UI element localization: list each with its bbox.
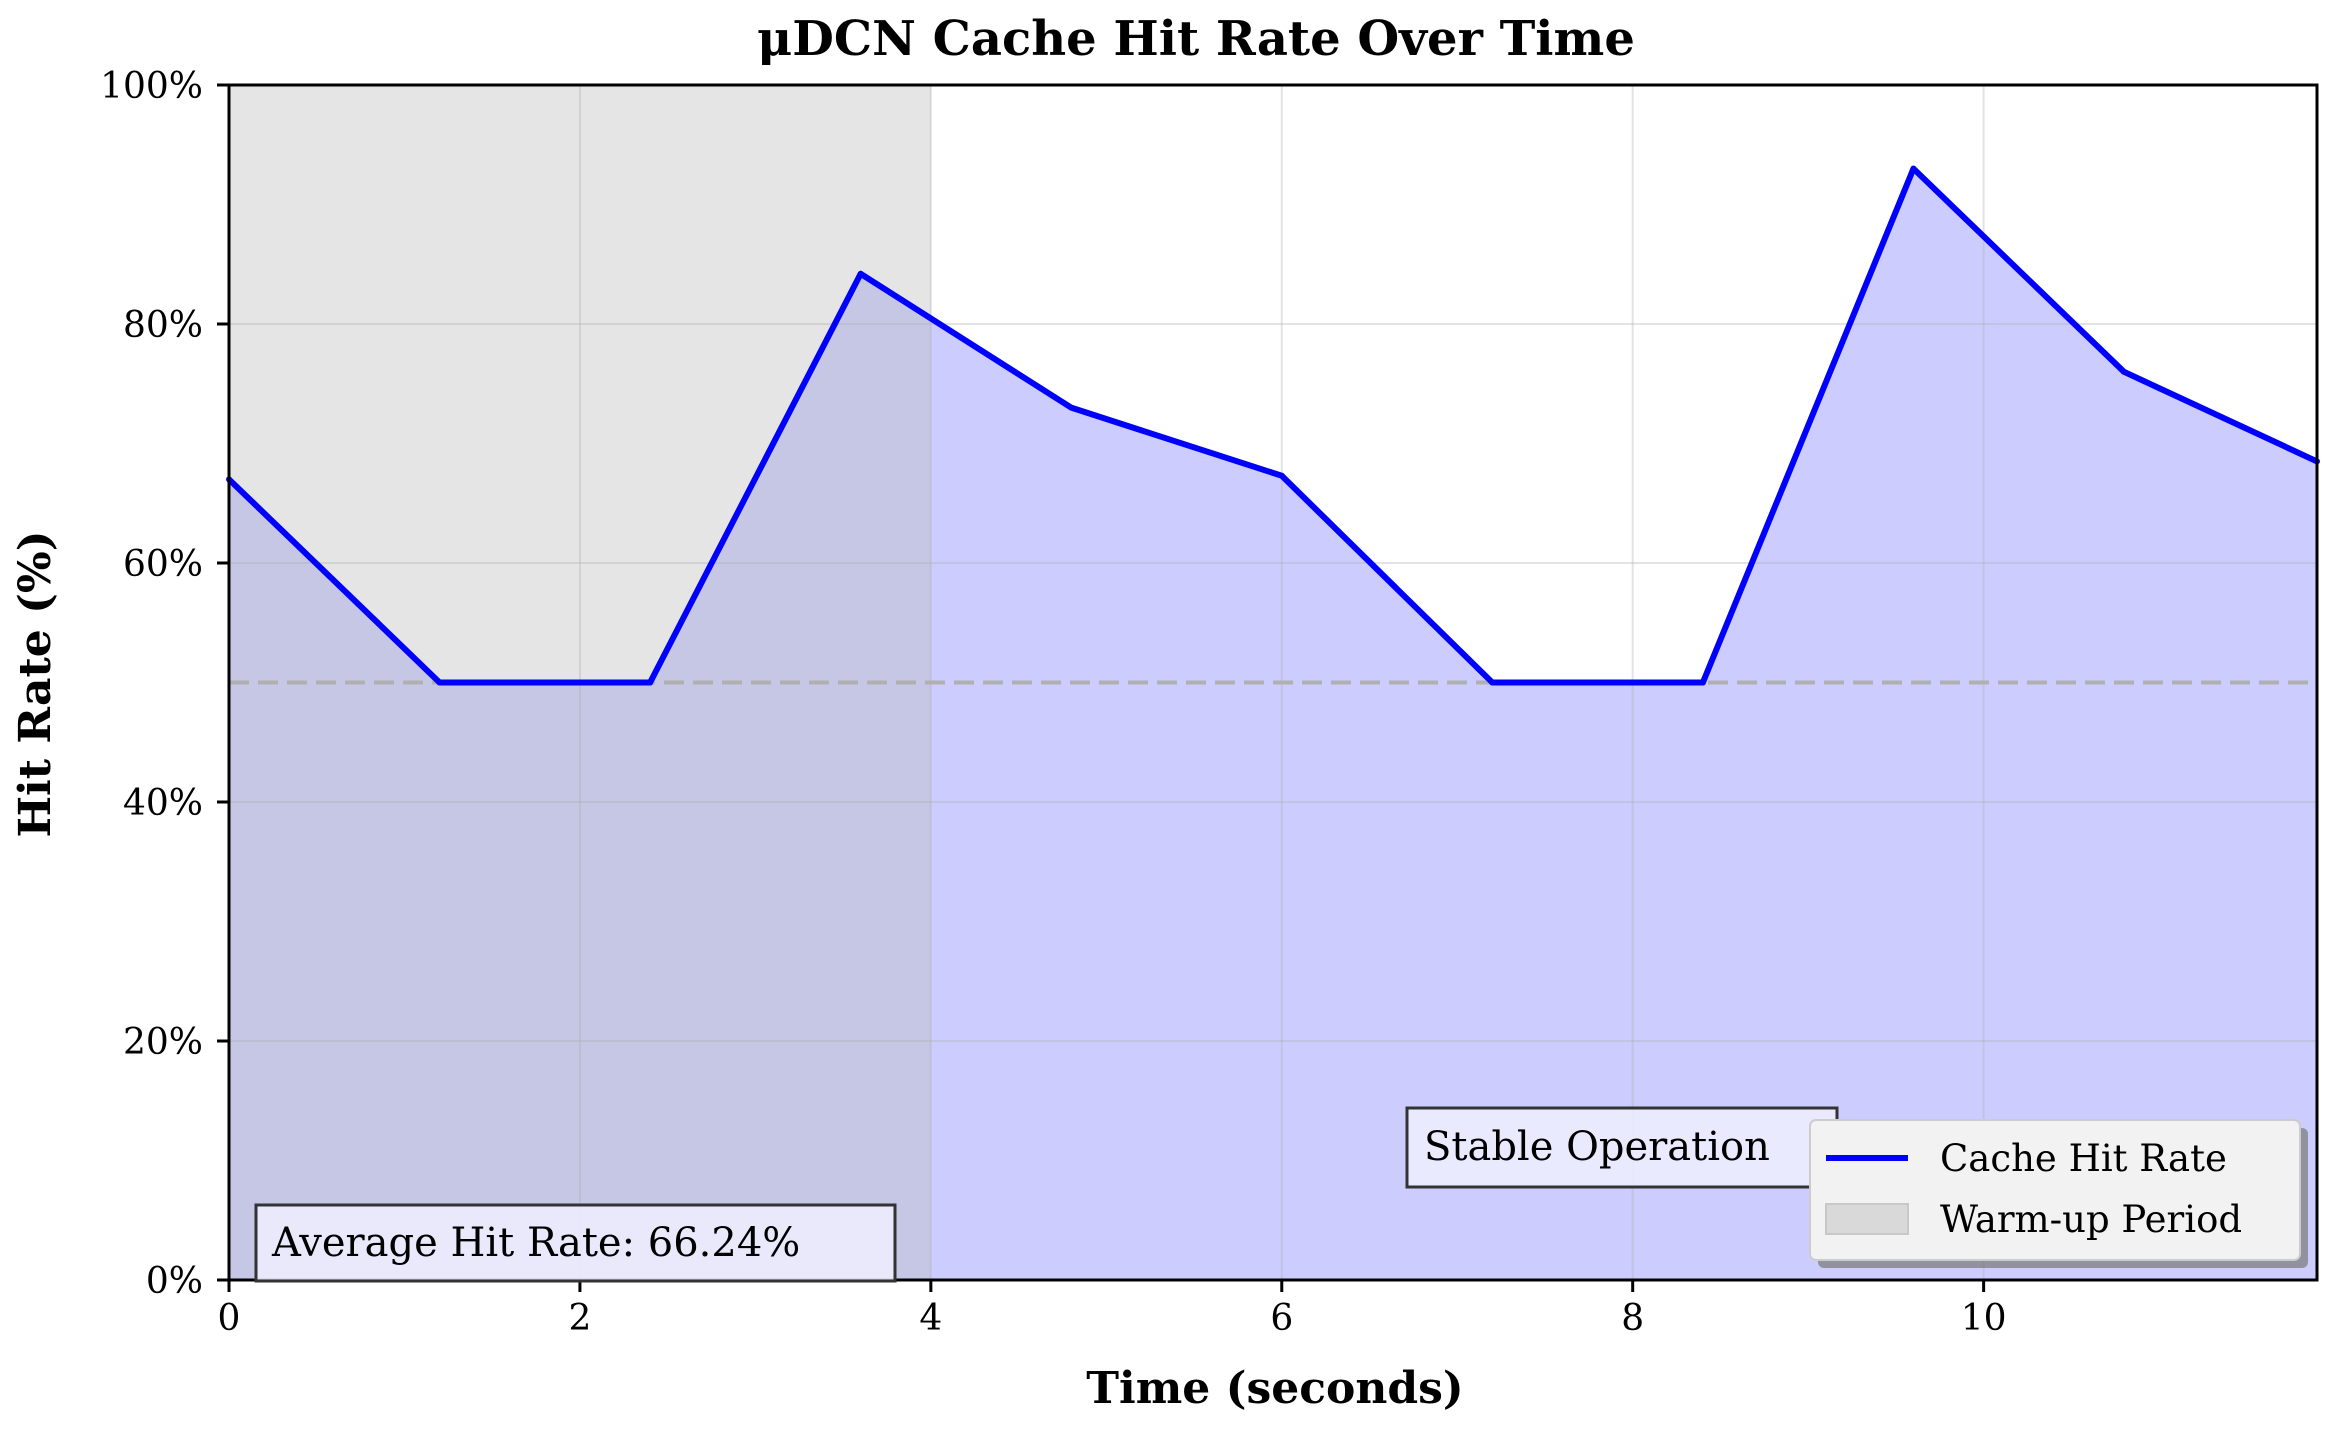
x-tick-label-5: 10 <box>1961 1298 2007 1339</box>
avg-hit-rate-text: Average Hit Rate: 66.24% <box>271 1220 800 1266</box>
legend-warmup-swatch <box>1825 1203 1909 1235</box>
plot-area: 0 2 4 6 8 100%20%40%60%80%100% <box>100 66 2320 1339</box>
data-point-2 <box>647 679 654 686</box>
chart-title: μDCN Cache Hit Rate Over Time <box>757 11 1635 67</box>
area-fill <box>229 168 2317 1280</box>
x-tick-label-4: 8 <box>1621 1298 1644 1339</box>
x-tick-label-1: 2 <box>568 1298 591 1339</box>
x-tick-label-3: 6 <box>1270 1298 1293 1339</box>
legend: Cache Hit Rate Warm-up Period <box>1809 1119 2308 1268</box>
stable-operation-text: Stable Operation <box>1424 1124 1770 1170</box>
data-point-9 <box>2120 368 2127 375</box>
x-axis-label: Time (seconds) <box>1086 1363 1463 1414</box>
legend-label-warm-up-period: Warm-up Period <box>1940 1198 2242 1241</box>
x-tick-label-2: 4 <box>919 1298 942 1339</box>
data-point-4 <box>1068 404 1075 411</box>
y-axis-label: Hit Rate (%) <box>10 530 61 837</box>
x-tick-label-0: 0 <box>218 1298 241 1339</box>
y-tick-label-5: 100% <box>100 66 203 107</box>
y-tick-label-3: 60% <box>123 544 203 585</box>
stable-operation-annotation: Stable Operation <box>1405 1106 1839 1189</box>
avg-hit-rate-annotation: Average Hit Rate: 66.24% <box>254 1203 897 1283</box>
data-point-7 <box>1699 679 1706 686</box>
data-point-8 <box>1910 165 1917 172</box>
y-tick-label-4: 80% <box>123 305 203 346</box>
data-point-5 <box>1278 472 1285 479</box>
data-point-6 <box>1489 679 1496 686</box>
data-point-3 <box>857 270 864 277</box>
plot-frame <box>227 83 2319 1282</box>
data-point-1 <box>436 679 443 686</box>
y-tick-label-2: 40% <box>123 783 203 824</box>
y-tick-label-1: 20% <box>123 1022 203 1063</box>
y-tick-label-0: 0% <box>146 1261 203 1302</box>
legend-label-cache-hit-rate: Cache Hit Rate <box>1940 1137 2227 1180</box>
